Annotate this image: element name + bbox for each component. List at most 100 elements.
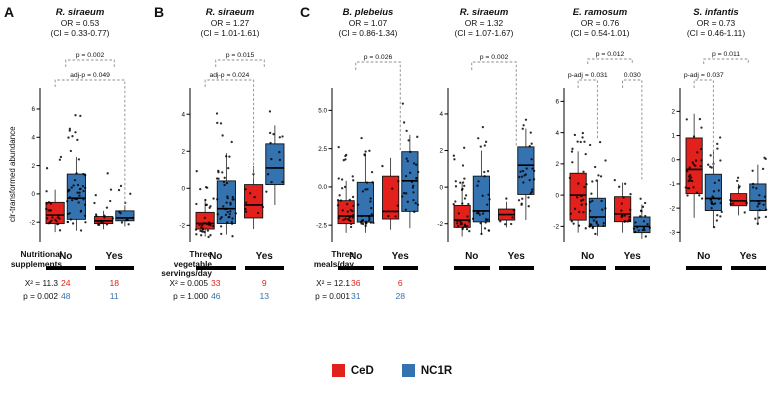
svg-text:p-adj = 0.037: p-adj = 0.037 [684,72,724,79]
odds-ratio-text: OR = 0.53 [60,17,100,28]
confidence-interval-text: (CI = 0.54-1.01) [570,27,630,38]
svg-text:4: 4 [555,130,559,137]
svg-text:p = 0.026: p = 0.026 [364,54,393,61]
svg-text:-3: -3 [669,230,675,237]
table-p-label: p = 0.002 [23,291,58,301]
legend-label-ced: CeD [350,364,374,377]
svg-text:2: 2 [439,148,443,155]
group-label-yes: Yes [507,251,525,262]
group-axis-bar [614,266,650,270]
svg-text:2: 2 [31,163,35,170]
group-label-yes: Yes [105,251,123,262]
group-label-yes: Yes [623,251,641,262]
svg-text:5.0: 5.0 [318,108,327,115]
group-axis-title: Three vegetable servings/day [161,249,212,279]
svg-text:1: 1 [671,133,675,140]
odds-ratio-text: OR = 0.73 [696,17,736,28]
group-label-yes: Yes [739,251,757,262]
svg-text:0.0: 0.0 [318,184,327,191]
svg-text:4: 4 [31,134,35,141]
svg-text:2: 2 [671,109,675,116]
svg-text:-2: -2 [553,224,559,231]
odds-ratio-text: OR = 1.32 [464,17,504,28]
count-ced-no: 24 [60,278,71,288]
axis-and-table: No Yes [546,250,654,328]
count-nc1r-yes: 28 [395,291,406,301]
species-title: R. siraeum [459,7,509,18]
table-p-label: p = 1.000 [173,291,208,301]
species-title: B. plebeius [342,7,394,18]
panel-c3-chart: E. ramosum OR = 0.76 (CI = 0.54-1.01) 6 4… [546,6,654,328]
svg-text:p = 0.002: p = 0.002 [76,52,105,59]
plot-area: 2 1 0 -1 -2 -3 p = 0.011 p-adj = 0.037 [662,44,770,250]
group-axis-bar [94,266,134,270]
group-axis-bar [570,266,606,270]
count-nc1r-no: 48 [60,291,71,301]
plot-area: 4 2 0 -2 p = 0.015 adj-p = 0.024 [172,44,288,250]
svg-text:-2.5: -2.5 [316,222,327,229]
plot-area: 6 4 2 0 -2 p = 0.002 adj-p = 0.049 [22,44,138,250]
svg-text:p = 0.002: p = 0.002 [480,54,509,61]
confidence-interval-text: (CI = 1.01-1.61) [200,27,260,38]
species-title: S. infantis [693,7,739,18]
count-nc1r-yes: 13 [259,291,270,301]
group-axis-bar [196,266,236,270]
table-p-label: p = 0.001 [315,291,350,301]
group-label-no: No [465,251,479,262]
panel-label-a: A [4,4,15,20]
group-axis-bar [244,266,284,270]
svg-text:p-adj = 0.031: p-adj = 0.031 [568,72,608,79]
axis-and-table: No Yes Nutritional supplements X² = 11.3… [11,249,138,328]
svg-text:0: 0 [439,184,443,191]
panel-c2-chart: R. siraeum OR = 1.32 (CI = 1.07-1.67) 4 2… [430,6,538,328]
count-ced-yes: 18 [109,278,120,288]
group-axis-bar [454,266,490,270]
y-axis-label: clr-transformed abundance [8,126,17,222]
group-axis-title: Nutritional supplements [10,249,62,269]
odds-ratio-text: OR = 1.07 [348,17,388,28]
panel-a-chart: R. siraeum OR = 0.53 (CI = 0.33-0.77) 6 4… [11,6,138,328]
confidence-interval-text: (CI = 0.46-1.11) [686,27,746,38]
axis-and-table: No Yes Three meals/day X² = 12.1 p = 0.0… [314,249,422,328]
svg-text:2: 2 [181,148,185,155]
svg-text:adj-p = 0.024: adj-p = 0.024 [209,72,249,79]
confidence-interval-text: (CI = 0.86-1.34) [338,27,398,38]
count-nc1r-yes: 11 [109,291,119,301]
panel-b-chart: R. siraeum OR = 1.27 (CI = 1.01-1.61) 4 2… [161,6,288,328]
ced-color-swatch [331,364,345,377]
confidence-interval-text: (CI = 0.33-0.77) [50,27,110,38]
odds-ratio-text: OR = 0.76 [580,17,620,28]
group-label-no: No [581,251,595,262]
legend: CeD NC1R [0,364,784,377]
group-axis-bar [498,266,534,270]
svg-text:p = 0.011: p = 0.011 [712,51,740,58]
group-axis-bar [382,266,418,270]
svg-text:0: 0 [671,157,675,164]
plot-area: 6 4 2 0 -2 p = 0.012 p-adj = 0.031 0.030 [546,44,654,250]
species-title: R. siraeum [205,7,255,18]
svg-text:-2: -2 [29,219,35,226]
plot-area: 4 2 0 -2 p = 0.002 [430,44,538,250]
group-axis-bar [730,266,766,270]
count-nc1r-no: 46 [210,291,221,301]
group-label-yes: Yes [391,251,409,262]
svg-text:adj-p = 0.049: adj-p = 0.049 [70,72,110,79]
odds-ratio-text: OR = 1.27 [210,17,250,28]
group-axis-title: Three meals/day [313,249,354,269]
chart-titles: R. siraeum OR = 1.27 (CI = 1.01-1.61) [172,6,288,44]
group-label-yes: Yes [255,251,273,262]
svg-text:-1: -1 [669,181,675,188]
chart-titles: R. siraeum OR = 0.53 (CI = 0.33-0.77) [22,6,138,44]
group-axis-bar [686,266,722,270]
nc1r-color-swatch [401,364,415,377]
count-ced-yes: 6 [397,278,403,288]
axis-and-table: No Yes Three vegetable servings/day X² =… [161,249,288,328]
confidence-interval-text: (CI = 1.07-1.67) [454,27,514,38]
axis-and-table: No Yes [430,250,538,328]
svg-text:0: 0 [555,192,559,199]
svg-text:0.030: 0.030 [624,72,641,79]
svg-text:6: 6 [31,106,35,113]
plot-area: 5.0 2.5 0.0 -2.5 p = 0.026 [314,44,422,250]
svg-text:-2: -2 [669,205,675,212]
